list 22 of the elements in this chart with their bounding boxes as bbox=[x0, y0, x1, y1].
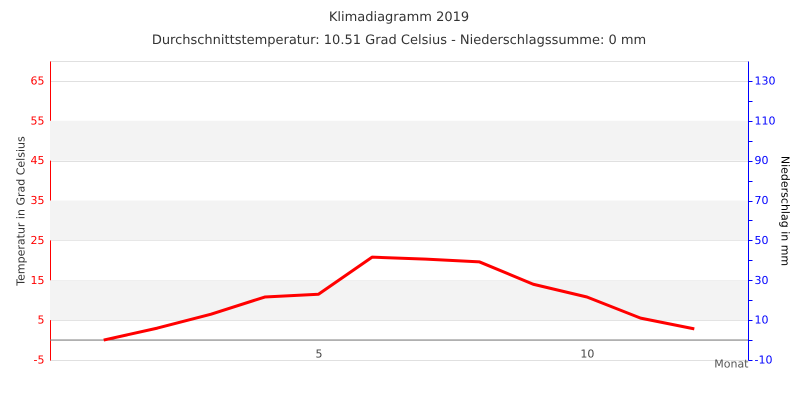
y2-axis-title: Niederschlag in mm bbox=[778, 156, 792, 266]
y-tick-label: 55 bbox=[30, 114, 44, 128]
y-tick-label: 25 bbox=[30, 234, 44, 247]
y-tick-label: 45 bbox=[30, 154, 44, 168]
chart-subtitle: Durchschnittstemperatur: 10.51 Grad Celsius - Niederschlagssumme: 0 mm bbox=[152, 33, 646, 48]
x-axis-title: Monat bbox=[714, 358, 750, 370]
y2-tick-label: 70 bbox=[754, 194, 768, 208]
y-tick-label: 15 bbox=[30, 274, 44, 287]
y-tick-label: 65 bbox=[30, 74, 44, 88]
y2-tick-label: 90 bbox=[754, 154, 768, 168]
y2-tick-label: 130 bbox=[754, 74, 776, 88]
y-tick-label: -5 bbox=[34, 354, 44, 366]
y2-tick-label: -10 bbox=[754, 354, 772, 366]
chart-title: Klimadiagramm 2019 bbox=[328, 10, 470, 25]
line-series bbox=[102, 256, 696, 342]
y2-tick-label: 110 bbox=[754, 114, 776, 128]
y-axis-title: Temperatur in Grad Celsius bbox=[14, 136, 28, 287]
y2-tick-label: 30 bbox=[754, 274, 768, 287]
y-tick-label: 5 bbox=[38, 314, 44, 327]
y-tick-label: 35 bbox=[30, 194, 44, 208]
y2-tick-label: 10 bbox=[754, 314, 768, 327]
y2-tick-label: 50 bbox=[754, 234, 768, 247]
